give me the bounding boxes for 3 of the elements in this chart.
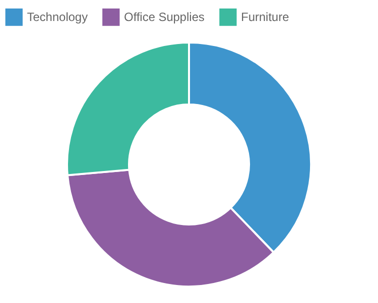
legend-label: Office Supplies: [124, 10, 204, 24]
legend-label: Furniture: [241, 10, 290, 24]
legend-label: Technology: [27, 10, 88, 24]
